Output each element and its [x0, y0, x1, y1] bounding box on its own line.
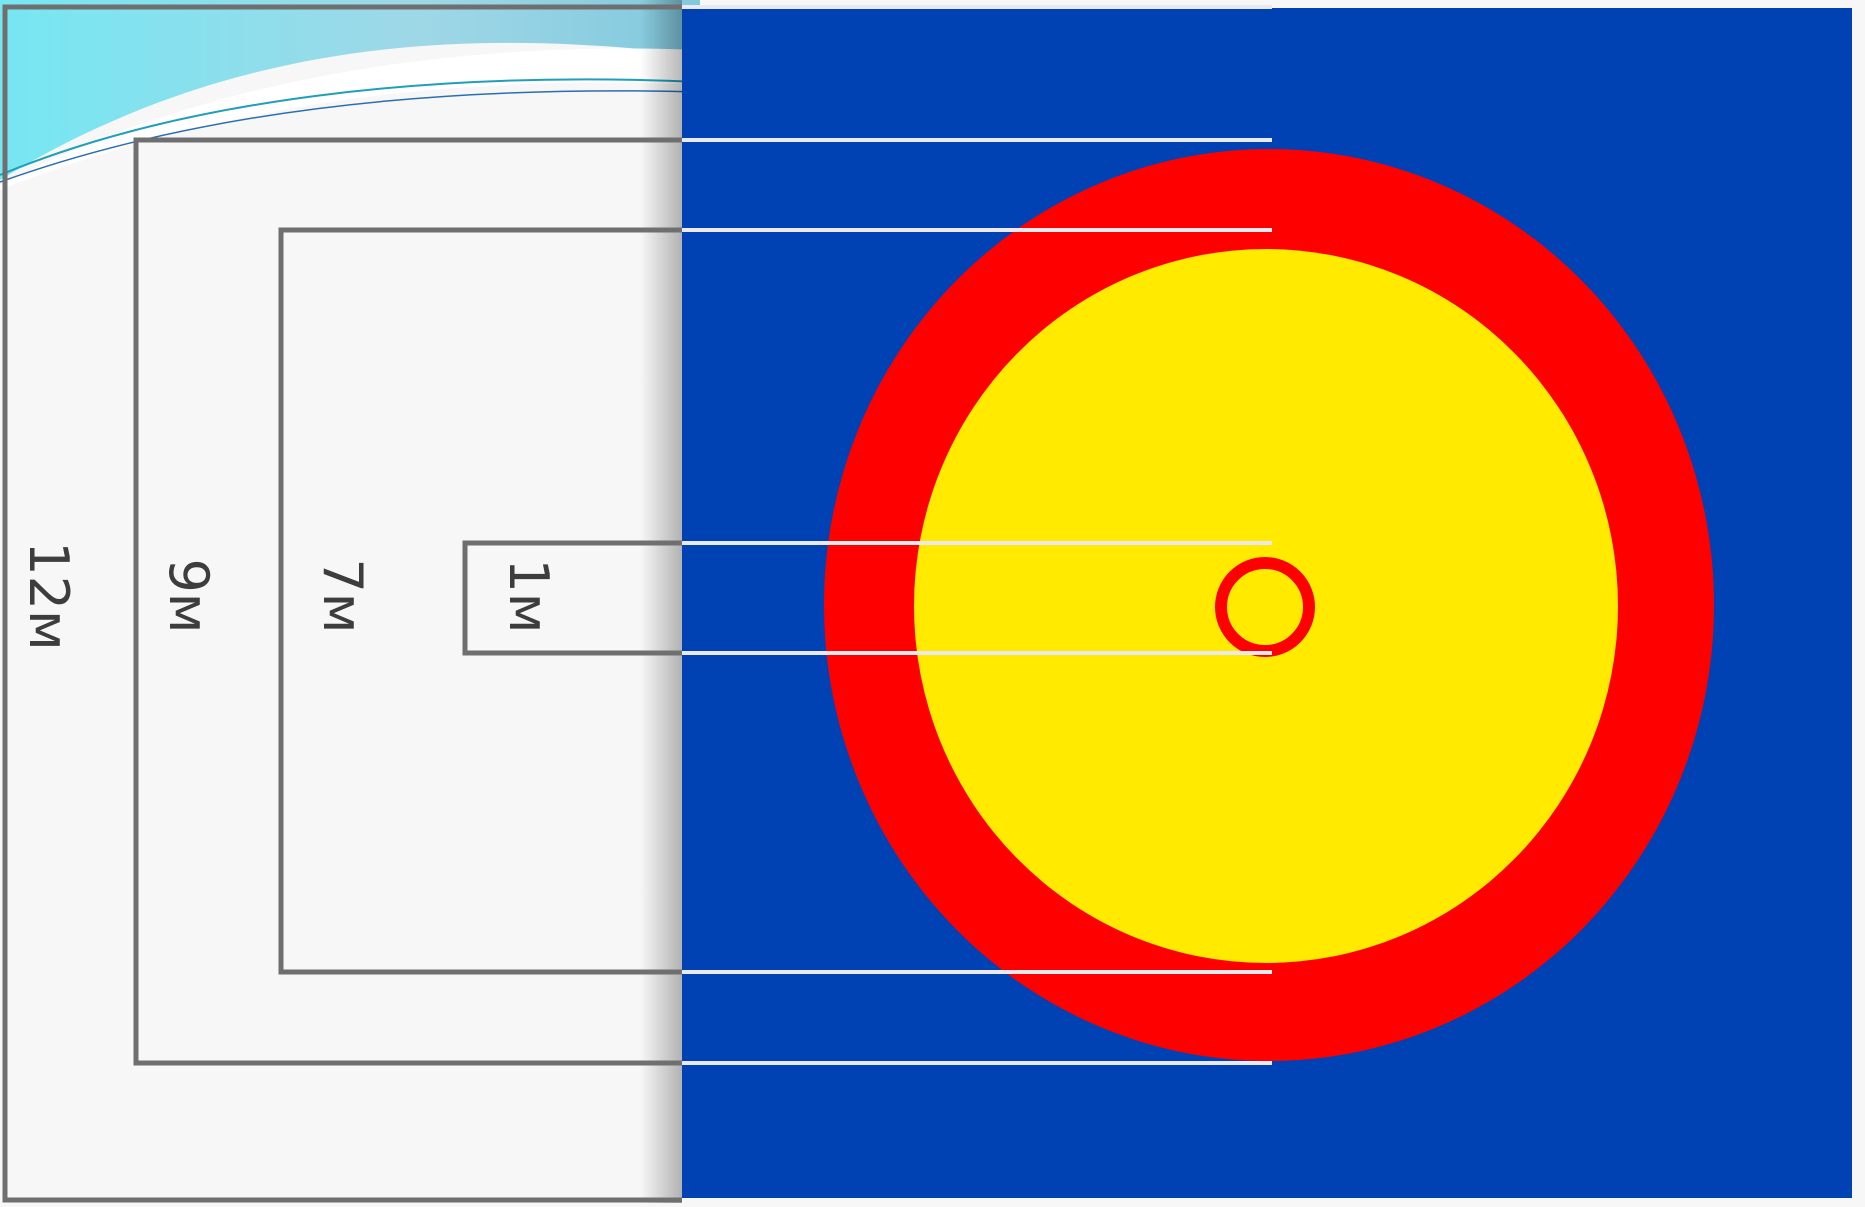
dimension-label-9m: 9м [157, 558, 220, 634]
bracket-12m [2, 4, 682, 1203]
dimension-label-1m: 1м [497, 558, 560, 634]
dimension-label-12m: 12м [17, 541, 80, 651]
bracket-7m [278, 227, 682, 975]
inner-area [914, 249, 1618, 963]
header-swoosh-line-2 [0, 90, 701, 183]
header-swoosh [0, 0, 700, 180]
dimension-label-7m: 7м [311, 558, 374, 634]
header-swoosh-line-1 [0, 78, 701, 176]
guide-lines [682, 5, 1272, 1065]
header-swoosh-white [0, 48, 700, 190]
bracket-1m [462, 540, 682, 656]
dimension-brackets [2, 4, 682, 1203]
bracket-9m [133, 137, 682, 1066]
paper-edge-shadow [640, 0, 682, 1203]
